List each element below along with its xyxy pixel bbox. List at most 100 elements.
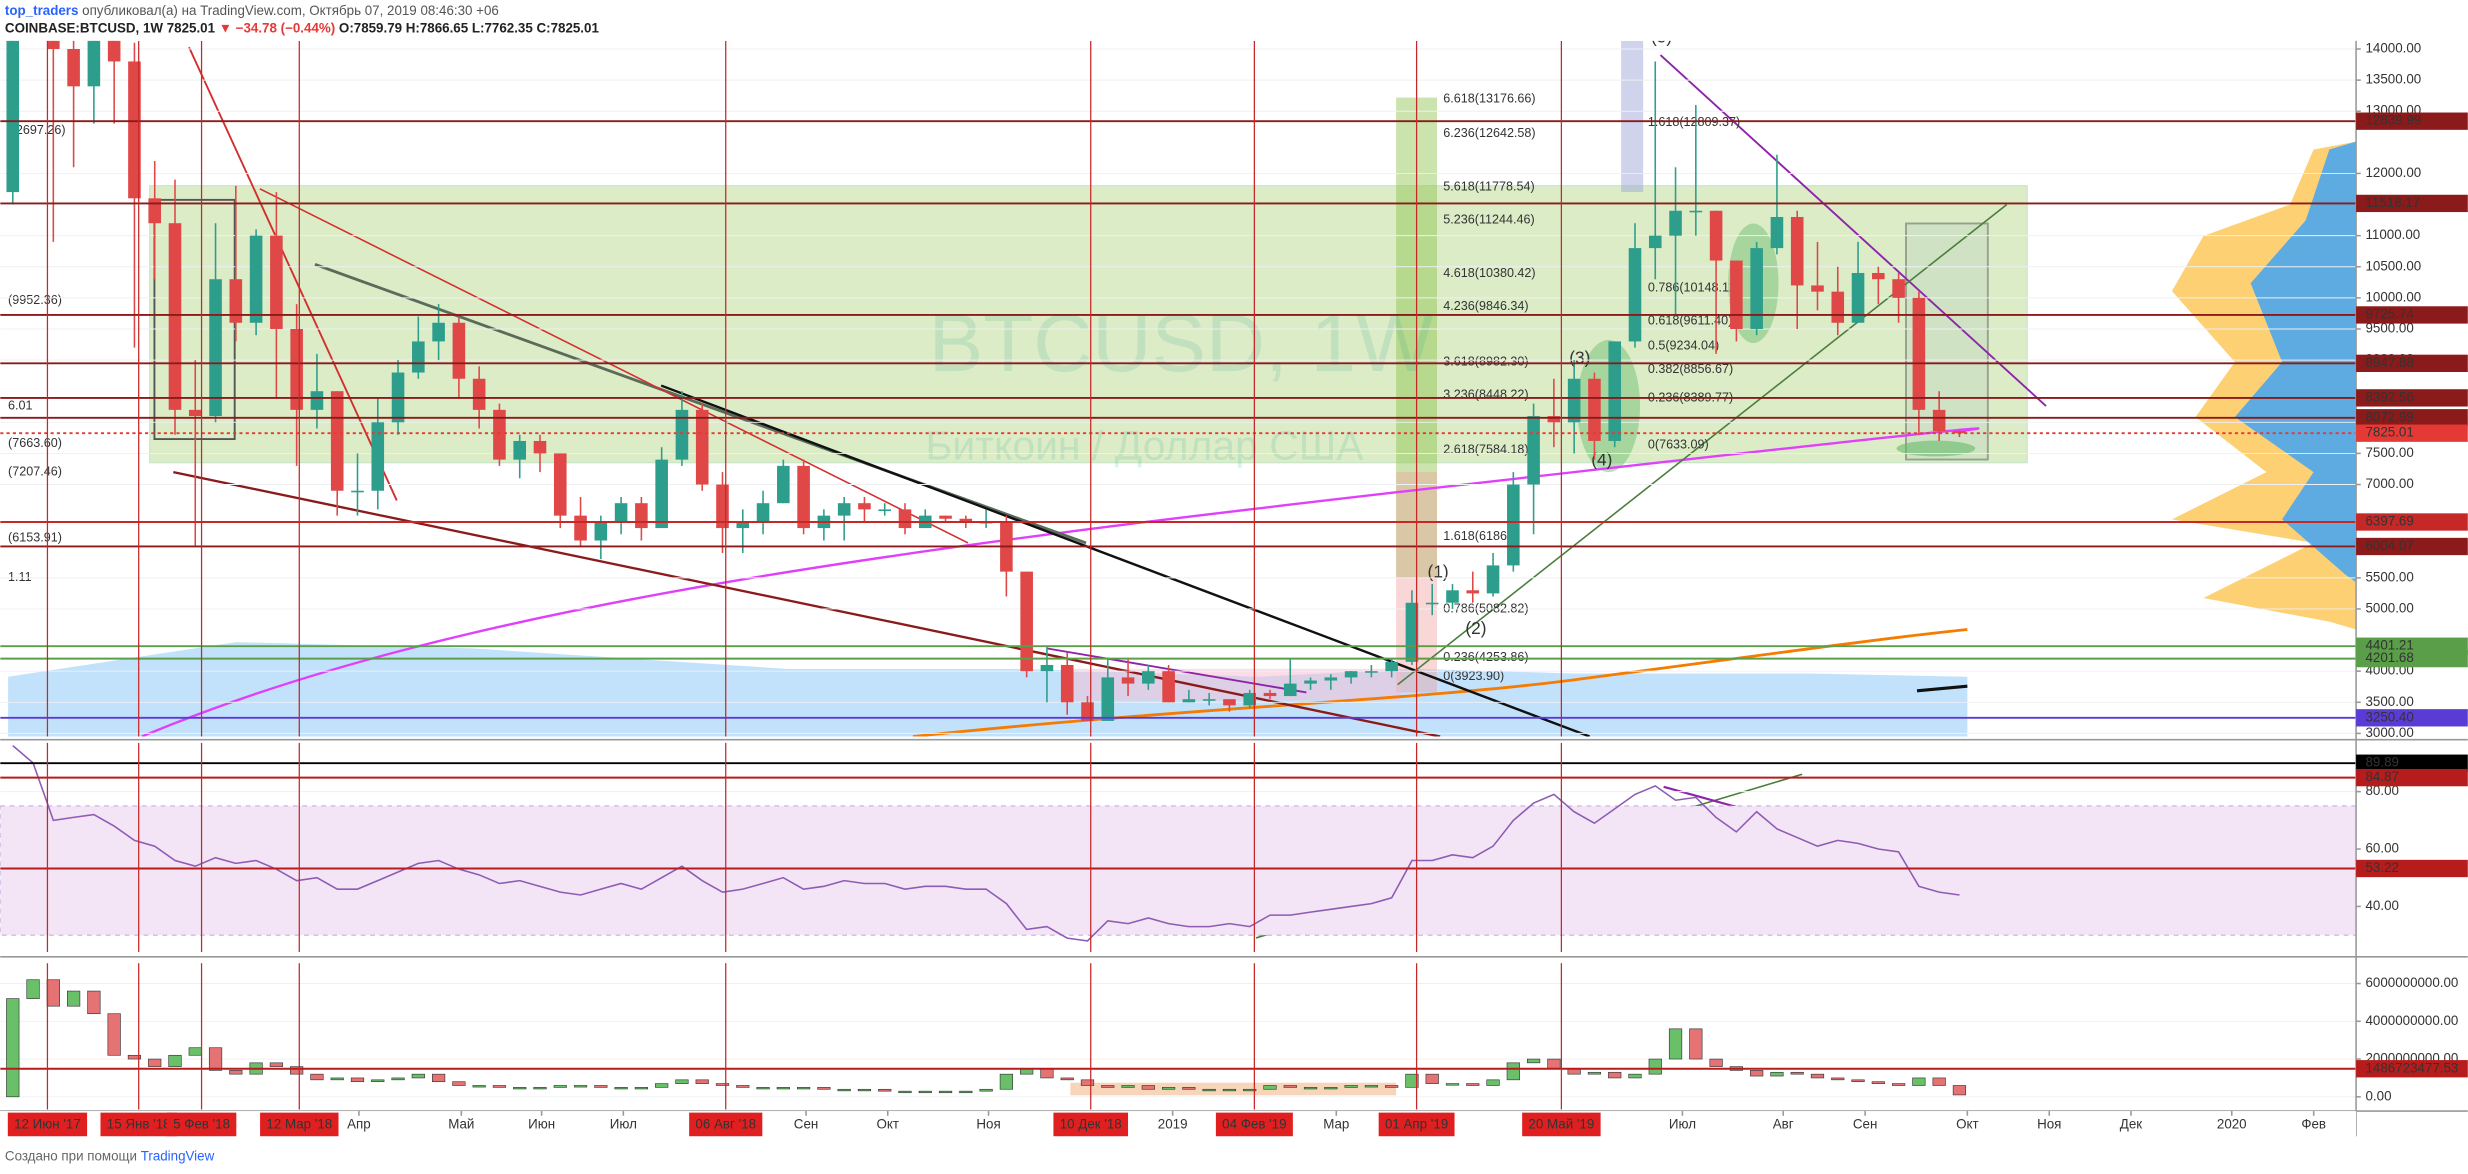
- volume-candle: [46, 979, 60, 1007]
- volume-candle: [1648, 1058, 1662, 1075]
- wave-label: (4): [1591, 450, 1612, 470]
- volume-candle: [1709, 1058, 1723, 1067]
- trendline: [259, 188, 969, 544]
- candle-body: [1648, 235, 1662, 249]
- candle-body: [878, 509, 892, 511]
- level-label: 6397.69: [2366, 514, 2414, 529]
- level-tag: [2356, 1060, 2468, 1078]
- candle-body: [513, 440, 527, 460]
- volume-candle: [959, 1090, 973, 1094]
- candle-body: [1283, 683, 1297, 697]
- author[interactable]: top_traders: [5, 3, 78, 18]
- candle-body: [209, 279, 222, 417]
- level-label: 7825.01: [2366, 425, 2414, 440]
- ma-line: [141, 427, 1980, 737]
- volume-candle: [1608, 1071, 1622, 1079]
- volume-candle: [817, 1087, 831, 1090]
- volume-candle: [148, 1058, 162, 1067]
- candle-body: [1831, 291, 1845, 323]
- published: опубликовал(а) на TradingView.com, Октяб…: [82, 3, 499, 18]
- volume-candle: [350, 1077, 365, 1083]
- y-tick-label: 12000.00: [2366, 165, 2422, 180]
- wave-label: (2): [1465, 618, 1486, 638]
- candle-body: [452, 322, 466, 379]
- date-marker-tag: [689, 1112, 763, 1137]
- candle-body: [574, 515, 587, 541]
- y-tick-label: 60.00: [2366, 841, 2399, 856]
- candle-body: [6, 40, 20, 193]
- date-marker-tag: [1378, 1112, 1455, 1137]
- candle-body: [635, 503, 648, 529]
- candle-body: [1527, 416, 1540, 485]
- candle-body: [777, 465, 790, 504]
- candle-body: [128, 61, 141, 199]
- date-marker-label: 15 Янв '18: [107, 1117, 171, 1132]
- volume-candle: [979, 1088, 993, 1092]
- candle-body: [1182, 699, 1196, 703]
- candle-body: [1790, 216, 1804, 286]
- volume-candle: [695, 1079, 709, 1084]
- fib-label: 1.618(6186): [1443, 529, 1511, 543]
- candle-body: [939, 515, 952, 519]
- fib-label: 0(7633.09): [1648, 438, 1709, 452]
- trendline: [1659, 54, 2047, 407]
- candle-body: [371, 422, 385, 491]
- candle-body: [249, 235, 263, 323]
- date-marker-label: 10 Дек '18: [1060, 1117, 1122, 1132]
- volume-candle: [857, 1088, 872, 1092]
- candle-body: [1730, 260, 1743, 329]
- candle-body: [1872, 272, 1885, 280]
- level-label: 3250.40: [2366, 709, 2414, 724]
- volume-candle: [614, 1087, 628, 1090]
- volume-candle: [1080, 1079, 1095, 1086]
- candle-body: [1851, 272, 1865, 323]
- candle-body: [148, 198, 162, 224]
- candle-body: [412, 341, 425, 373]
- candle-body: [310, 391, 324, 410]
- candle-body: [959, 518, 973, 522]
- candle-body: [1121, 677, 1135, 684]
- volume-candle: [107, 1013, 121, 1056]
- candle-body: [594, 521, 608, 541]
- candle-body: [1770, 216, 1784, 249]
- y-tick-label: 7000.00: [2366, 476, 2414, 491]
- candle-body: [1912, 297, 1926, 410]
- volume-candle: [1101, 1085, 1115, 1088]
- volume-candle: [1506, 1062, 1520, 1081]
- volume-candle: [1243, 1088, 1257, 1092]
- candle-body: [1020, 571, 1033, 672]
- candle-body: [1344, 671, 1358, 678]
- volume-candle: [1912, 1077, 1926, 1086]
- volume-candle: [553, 1085, 567, 1088]
- x-tick-label: Авг: [1773, 1117, 1794, 1132]
- y-tick-label: 40.00: [2366, 898, 2399, 913]
- candle-body: [695, 409, 709, 485]
- last-price: 7825.01: [167, 20, 216, 35]
- footer-brand[interactable]: TradingView: [141, 1148, 215, 1163]
- footer-prefix: Создано при помощи: [5, 1148, 137, 1163]
- candle-body: [797, 465, 810, 529]
- volume-candle: [594, 1085, 608, 1088]
- candle-body: [1466, 590, 1480, 594]
- ma-line: [912, 628, 1968, 737]
- x-tick-label: 2020: [2217, 1117, 2247, 1132]
- level-tag: [2356, 409, 2468, 427]
- volume-candle: [208, 1047, 223, 1071]
- symbol-line: COINBASE:BTCUSD, 1W 7825.01 ▼ −34.78 (−0…: [5, 20, 600, 35]
- level-note: (7207.46): [8, 464, 62, 478]
- level-tag: [2356, 768, 2468, 787]
- rsi-band: [0, 805, 2357, 936]
- x-tick-label: Фев: [2301, 1117, 2326, 1132]
- footer: Создано при помощи TradingView: [5, 1148, 215, 1163]
- change: ▼ −34.78 (−0.44%): [219, 20, 335, 35]
- level-tag: [2356, 194, 2468, 213]
- fib-label: 5.236(11244.46): [1443, 213, 1534, 227]
- volume-candle: [1587, 1071, 1602, 1075]
- level-note: 6.01: [8, 398, 32, 412]
- candle-body: [614, 503, 628, 522]
- volume-candle: [371, 1079, 385, 1083]
- candle-body: [1223, 699, 1236, 706]
- volume-candle: [655, 1083, 669, 1088]
- y-tick-label: 7500.00: [2366, 445, 2414, 460]
